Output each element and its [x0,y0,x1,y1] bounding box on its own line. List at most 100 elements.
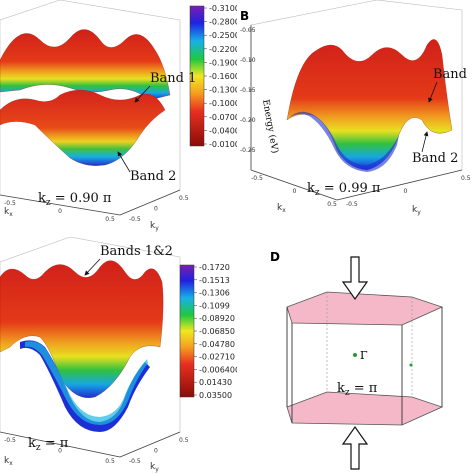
panel-b-energy-label: Energy (eV) [260,99,280,155]
panel-c-ky-label: ky [150,462,159,473]
z-tick-label: -0.15 [240,87,256,94]
panel-b-y-axis [336,169,463,201]
panel-c-y-axis [119,431,181,458]
panel-b-band-arrow [428,81,438,103]
panel-b-label: B [240,9,249,23]
panel-b-ky-label: ky [412,205,421,216]
y-tick-label: 0 [404,188,408,195]
colorbar-tick-label: -0.04000 [209,126,237,135]
panel-c-colorbar [179,264,195,398]
panel-c-kz-label: kz = π [28,436,69,453]
x-tick-label: -0.5 [4,437,16,444]
panel-b-band2-arrow [421,131,429,153]
x-tick-label: -0.5 [4,200,16,207]
panel-a-kx-label: kx [4,207,13,218]
top-arrow-icon [341,256,369,301]
panel-a-axis-ticks: -0.5 0 0.5 -0.5 0 0.5 [4,195,189,223]
panel-c-kx-label: kx [4,456,13,467]
x-tick-label: 0 [58,448,62,455]
panel-b-z-ticks: -0.05 -0.10 -0.15 -0.20 -0.25 [240,27,256,154]
band1-surface [0,29,171,101]
colorbar-tick-label: -0.3100 [209,4,237,13]
y-tick-label: 0.5 [179,195,189,202]
colorbar-tick-label: -0.2200 [209,45,237,54]
panel-d: D Γ kz = π [237,237,474,474]
colorbar-tick-label: -0.1900 [209,58,237,67]
panel-a-colorbar-ticks: -0.3100 -0.2800 -0.2500 -0.2200 -0.1900 -0.16… [204,4,237,149]
panel-b-axis-ticks: -0.5 0 0.5 -0.5 0 0.5 [251,175,471,208]
panel-b-band2-label: Band 2 [412,151,458,166]
colorbar-tick-label: -0.1000 [209,99,237,108]
band1-label: Band 1 [150,71,196,86]
colorbar-tick-label: -0.006400 [199,365,237,374]
panel-a: -0.3100 -0.2800 -0.2500 -0.2200 -0.1900 -0.16… [0,0,237,237]
x-tick-label: 0.5 [327,201,337,208]
colorbar-tick-label: -0.06850 [199,327,235,336]
panel-d-kz-label: kz = π [337,381,378,398]
panel-a-kz-label: kz = 0.90 π [38,191,112,208]
panel-b-kz-label: kz = 0.99 π [307,181,381,198]
panel-d-label: D [270,250,280,264]
panel-c-surface-mid [25,341,148,425]
colorbar-tick-label: -0.1513 [199,276,230,285]
panel-c-bands-label: Bands 1&2 [100,244,173,259]
panel-b-kx-label: kx [277,203,286,214]
panel-d-figure: D Γ kz = π [270,250,444,470]
y-tick-label: -0.5 [346,201,358,208]
band2-surface [0,89,166,166]
panel-b-surface-lower [289,111,399,172]
gamma-label: Γ [360,349,368,362]
colorbar-tick-label: -0.02710 [199,353,235,362]
hex-top-face [286,291,444,326]
z-tick-label: -0.05 [240,27,256,34]
colorbar-tick-label: -0.2500 [209,31,237,40]
z-tick-label: -0.20 [240,117,256,124]
x-tick-label: 0.5 [105,216,115,223]
x-tick-label: -0.5 [251,175,263,182]
colorbar-tick-label: -0.1600 [209,72,237,81]
x-tick-label: 0 [58,208,62,215]
panel-c-x-axis [0,431,121,458]
colorbar-tick-label: -0.08920 [199,314,235,323]
gamma-point [353,353,357,357]
panel-a-y-axis [119,189,181,216]
panel-a-figure: -0.3100 -0.2800 -0.2500 -0.2200 -0.1900 -0.16… [0,0,237,232]
z-tick-label: -0.10 [240,57,256,64]
colorbar-tick-label: -0.1300 [209,86,237,95]
panel-b-x-axis [250,169,338,201]
colorbar-tick-label: -0.1099 [199,301,230,310]
y-tick-label: 0 [154,206,158,213]
colorbar-tick-label: -0.01000 [209,140,237,149]
colorbar-tick-label: -0.04780 [199,340,235,349]
x-tick-label: 0 [293,188,297,195]
panel-c-figure: -0.1720 -0.1513 -0.1306 -0.1099 -0.08920 -0.0… [0,237,237,473]
y-tick-label: 0.5 [461,175,471,182]
colorbar-tick-label: -0.07000 [209,113,237,122]
panel-a-x-axis [0,194,121,216]
y-tick-label: 0.5 [179,437,189,444]
band2-arrow [117,151,131,173]
z-tick-label: -0.25 [240,147,256,154]
panel-b-figure: B -0.05-0.10-0.15-0.20-0.25 Energy (eV) … [240,0,471,216]
colorbar-tick-label: -0.2800 [209,18,237,27]
panel-c: -0.1720 -0.1513 -0.1306 -0.1099 -0.08920 -0.0… [0,237,237,474]
x-tick-label: 0.5 [105,458,115,465]
colorbar-tick-label: 0.03500 [199,391,232,400]
side-point [409,363,413,367]
band1-arrow [134,85,151,103]
panel-c-axis-ticks: -0.5 0 0.5 -0.5 0 0.5 [4,437,189,465]
panel-b-band-label: Band [433,67,467,82]
y-tick-label: -0.5 [129,458,141,465]
panel-c-bands-arrow [84,258,101,276]
panel-c-colorbar-ticks: -0.1720 -0.1513 -0.1306 -0.1099 -0.08920 -0.0… [194,263,237,400]
bottom-arrow-icon [341,425,369,470]
panel-b: B -0.05 -0.10 -0.15 -0.20 -0.25 Energy (eV) … [237,0,474,237]
colorbar-tick-label: -0.1720 [199,263,230,272]
panel-a-ky-label: ky [150,221,159,232]
y-tick-label: 0 [154,448,158,455]
hex-bottom-face [286,391,444,426]
colorbar-tick-label: 0.01430 [199,378,232,387]
band2-label: Band 2 [130,169,176,184]
y-tick-label: -0.5 [129,216,141,223]
colorbar-tick-label: -0.1306 [199,289,230,298]
